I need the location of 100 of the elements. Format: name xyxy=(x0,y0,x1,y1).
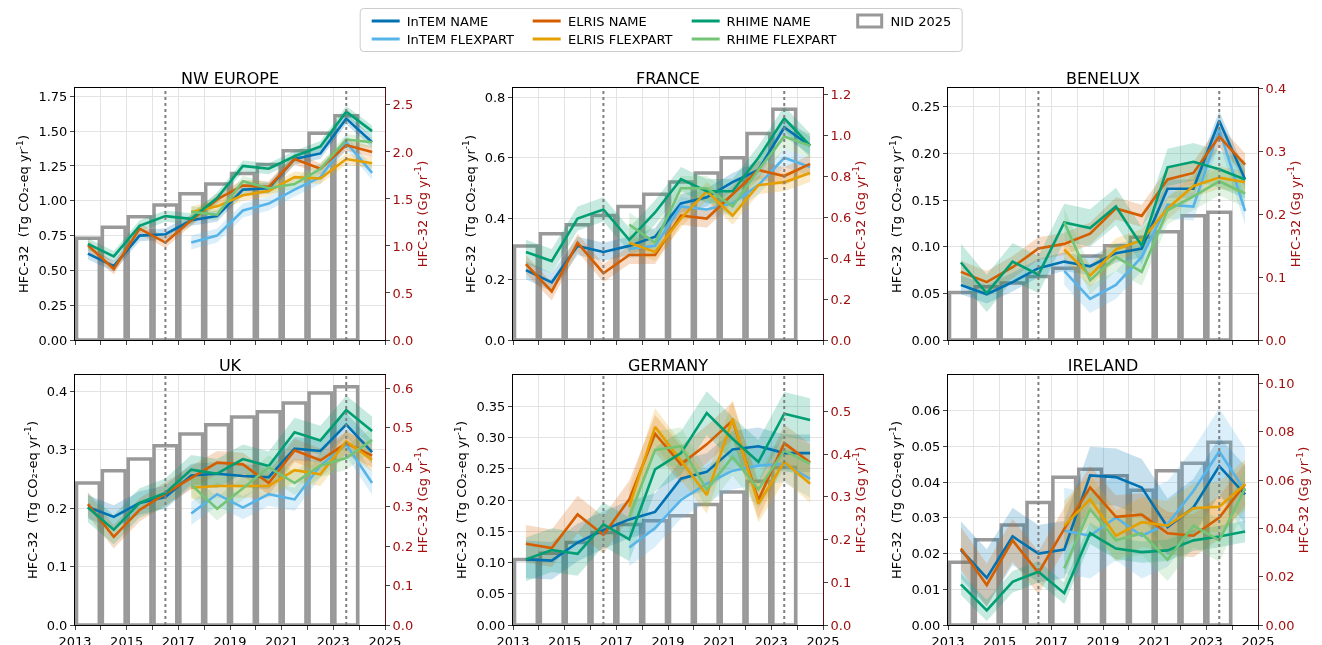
y-tick-label: 0.25 xyxy=(38,297,68,313)
y2-tick-label: 0.5 xyxy=(830,403,852,419)
y2-tick-label: 0.2 xyxy=(830,532,852,548)
y2-tick-label: 0.6 xyxy=(830,209,852,225)
y-tick-label: 0.01 xyxy=(911,581,941,597)
y-tick-label: 0.50 xyxy=(38,262,68,278)
x-tick-label: 2025 xyxy=(368,633,402,645)
y2-tick-label: 0.00 xyxy=(1265,617,1295,633)
y2-tick-label: 2.5 xyxy=(392,97,414,113)
y-tick-label: 0.6 xyxy=(484,150,506,166)
y2-tick-label: 0.4 xyxy=(1265,80,1287,96)
y-tick-label: 0.00 xyxy=(911,332,941,348)
x-tick-label: 2023 xyxy=(754,633,788,645)
y-tick-label: 0.0 xyxy=(484,332,506,348)
x-tick-label: 2015 xyxy=(110,633,144,645)
y-tick-label: 1.00 xyxy=(38,193,68,209)
x-tick-label: 2019 xyxy=(213,633,247,645)
x-tick-label: 2013 xyxy=(496,633,530,645)
y2-tick-label: 0.0 xyxy=(392,617,414,633)
x-tick-label: 2017 xyxy=(599,633,633,645)
legend-label: ELRIS NAME xyxy=(568,13,647,29)
y-tick-label: 0.35 xyxy=(476,398,506,414)
y2-tick-label: 0.3 xyxy=(1265,143,1287,159)
x-tick-label: 2015 xyxy=(548,633,582,645)
x-tick-label: 2023 xyxy=(1189,633,1223,645)
y-tick-label: 1.25 xyxy=(38,158,68,174)
x-tick-label: 2025 xyxy=(1241,633,1275,645)
y-tick-label: 0.00 xyxy=(911,617,941,633)
y-tick-label: 0.20 xyxy=(476,492,506,508)
x-tick-label: 2015 xyxy=(983,633,1017,645)
y2-tick-label: 0.3 xyxy=(392,499,414,515)
y2-tick-label: 0.08 xyxy=(1265,424,1295,440)
y-tick-label: 0.00 xyxy=(476,617,506,633)
x-tick-label: 2019 xyxy=(1086,633,1120,645)
y2-tick-label: 1.5 xyxy=(392,191,414,207)
y2-tick-label: 0.0 xyxy=(1265,332,1287,348)
x-tick-label: 2021 xyxy=(1138,633,1172,645)
y-tick-label: 0.10 xyxy=(476,555,506,571)
y2-tick-label: 0.4 xyxy=(830,250,852,266)
y2-tick-label: 1.2 xyxy=(830,86,852,102)
y-tick-label: 0.75 xyxy=(38,228,68,244)
x-tick-label: 2021 xyxy=(265,633,299,645)
y2-tick-label: 0.3 xyxy=(830,489,852,505)
y-tick-label: 0.05 xyxy=(911,285,941,301)
y-tick-label: 0.15 xyxy=(911,192,941,208)
y2-tick-label: 0.2 xyxy=(1265,206,1287,222)
y2-tick-label: 0.10 xyxy=(1265,376,1295,391)
y2-tick-label: 0.4 xyxy=(392,459,414,475)
y2-tick-label: 0.8 xyxy=(830,168,852,184)
y-tick-label: 0.02 xyxy=(911,546,941,562)
y2-tick-label: 0.0 xyxy=(830,332,852,348)
y-tick-label: 0.05 xyxy=(476,586,506,602)
x-tick-label: 2017 xyxy=(161,633,195,645)
chart-title: GERMANY xyxy=(627,356,709,375)
y-tick-label: 0.1 xyxy=(46,559,68,575)
y-tick-label: 0.25 xyxy=(911,99,941,115)
y2-tick-label: 0.06 xyxy=(1265,472,1295,488)
y2-tick-label: 1.0 xyxy=(392,238,414,254)
x-tick-label: 2019 xyxy=(651,633,685,645)
y-tick-label: 0.06 xyxy=(911,403,941,419)
legend-label: InTEM FLEXPART xyxy=(406,31,515,47)
chart-title: BENELUX xyxy=(1066,69,1141,88)
chart-title: IRELAND xyxy=(1067,356,1139,375)
y-tick-label: 0.8 xyxy=(484,89,506,105)
y-tick-label: 1.50 xyxy=(38,123,68,139)
y2-tick-label: 2.0 xyxy=(392,144,414,160)
y2-tick-label: 0.2 xyxy=(392,538,414,554)
y-tick-label: 0.05 xyxy=(911,438,941,454)
y2-tick-label: 1.0 xyxy=(830,127,852,143)
y-tick-label: 1.75 xyxy=(38,88,68,104)
y-tick-label: 0.10 xyxy=(911,239,941,255)
x-tick-label: 2013 xyxy=(58,633,92,645)
y2-tick-label: 0.5 xyxy=(392,285,414,301)
y2-tick-label: 0.1 xyxy=(1265,269,1287,285)
x-tick-label: 2023 xyxy=(316,633,350,645)
legend-label: NID 2025 xyxy=(890,13,952,29)
y2-tick-label: 0.1 xyxy=(830,574,852,590)
y-tick-label: 0.15 xyxy=(476,523,506,539)
y-tick-label: 0.20 xyxy=(911,145,941,161)
y-tick-label: 0.25 xyxy=(476,461,506,477)
y-tick-label: 0.4 xyxy=(46,383,68,399)
y2-tick-label: 0.0 xyxy=(830,617,852,633)
y-tick-label: 0.00 xyxy=(38,332,68,348)
x-tick-label: 2017 xyxy=(1034,633,1068,645)
y2-tick-label: 0.5 xyxy=(392,420,414,436)
y2-tick-label: 0.0 xyxy=(392,332,414,348)
x-tick-label: 2013 xyxy=(931,633,965,645)
y-tick-label: 0.2 xyxy=(484,271,506,287)
x-tick-label: 2025 xyxy=(806,633,840,645)
y-tick-label: 0.0 xyxy=(46,617,68,633)
y-tick-label: 0.3 xyxy=(46,442,68,458)
y-tick-label: 0.4 xyxy=(484,211,506,227)
legend-label: ELRIS FLEXPART xyxy=(568,31,673,47)
y2-tick-label: 0.4 xyxy=(830,446,852,462)
legend-label: RHIME FLEXPART xyxy=(726,31,837,47)
chart-title: NW EUROPE xyxy=(180,69,280,88)
y-tick-label: 0.04 xyxy=(911,474,941,490)
chart-title: UK xyxy=(218,356,242,375)
y2-tick-label: 0.1 xyxy=(392,578,414,594)
y2-tick-label: 0.2 xyxy=(830,291,852,307)
